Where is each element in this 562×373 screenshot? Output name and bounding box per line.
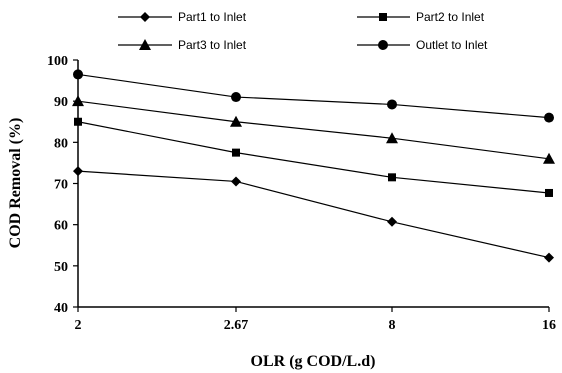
legend-marker-square (379, 13, 387, 21)
series-line-2 (77, 121, 550, 194)
y-ticks: 40 50 60 70 80 90 100 (47, 54, 78, 316)
series-2-point (388, 173, 396, 182)
x-axis-title: OLR (g COD/L.d) (251, 353, 376, 370)
x-tick-label: 16 (542, 318, 556, 333)
legend-label: Part3 to Inlet (178, 38, 247, 52)
series-2-point (232, 148, 240, 157)
x-tick-label: 2.67 (224, 318, 249, 333)
series-4-point (544, 112, 554, 123)
series-4-point (73, 69, 83, 80)
y-tick-label: 40 (54, 301, 68, 316)
legend-label: Outlet to Inlet (416, 38, 488, 52)
x-tick-label: 2 (75, 318, 82, 333)
series-2-point (545, 188, 553, 197)
series-3-point (230, 115, 242, 127)
y-tick-label: 80 (54, 136, 68, 151)
y-tick-label: 100 (47, 54, 68, 69)
y-axis-title: COD Removal (%) (7, 118, 24, 249)
series-line-1 (77, 170, 550, 259)
legend-label: Part1 to Inlet (178, 10, 247, 24)
series-4-point (387, 99, 397, 110)
x-tick-label: 8 (389, 318, 396, 333)
y-tick-label: 50 (54, 260, 68, 275)
series-2-point (74, 117, 82, 126)
series-1-point (231, 176, 241, 187)
series-lines (77, 73, 550, 259)
y-tick-label: 70 (54, 178, 68, 193)
y-tick-label: 60 (54, 219, 68, 234)
series-3-point (386, 132, 398, 144)
series-1-point (73, 166, 83, 177)
series-1-point (544, 252, 554, 263)
axes (77, 60, 549, 308)
legend-marker-triangle (139, 39, 151, 50)
legend: Part1 to Inlet Part2 to Inlet Part3 to Inl… (118, 10, 488, 52)
series-1-point (387, 216, 397, 227)
series-3-point (543, 152, 555, 164)
series-markers (72, 69, 555, 263)
series-3-point (72, 95, 84, 107)
legend-marker-circle (378, 40, 388, 50)
legend-label: Part2 to Inlet (416, 10, 485, 24)
series-line-3 (77, 100, 550, 160)
series-4-point (231, 92, 241, 103)
series-line-4 (77, 73, 550, 119)
x-ticks: 2 2.67 8 16 (75, 307, 556, 333)
legend-marker-diamond (140, 12, 150, 22)
y-tick-label: 90 (54, 95, 68, 110)
